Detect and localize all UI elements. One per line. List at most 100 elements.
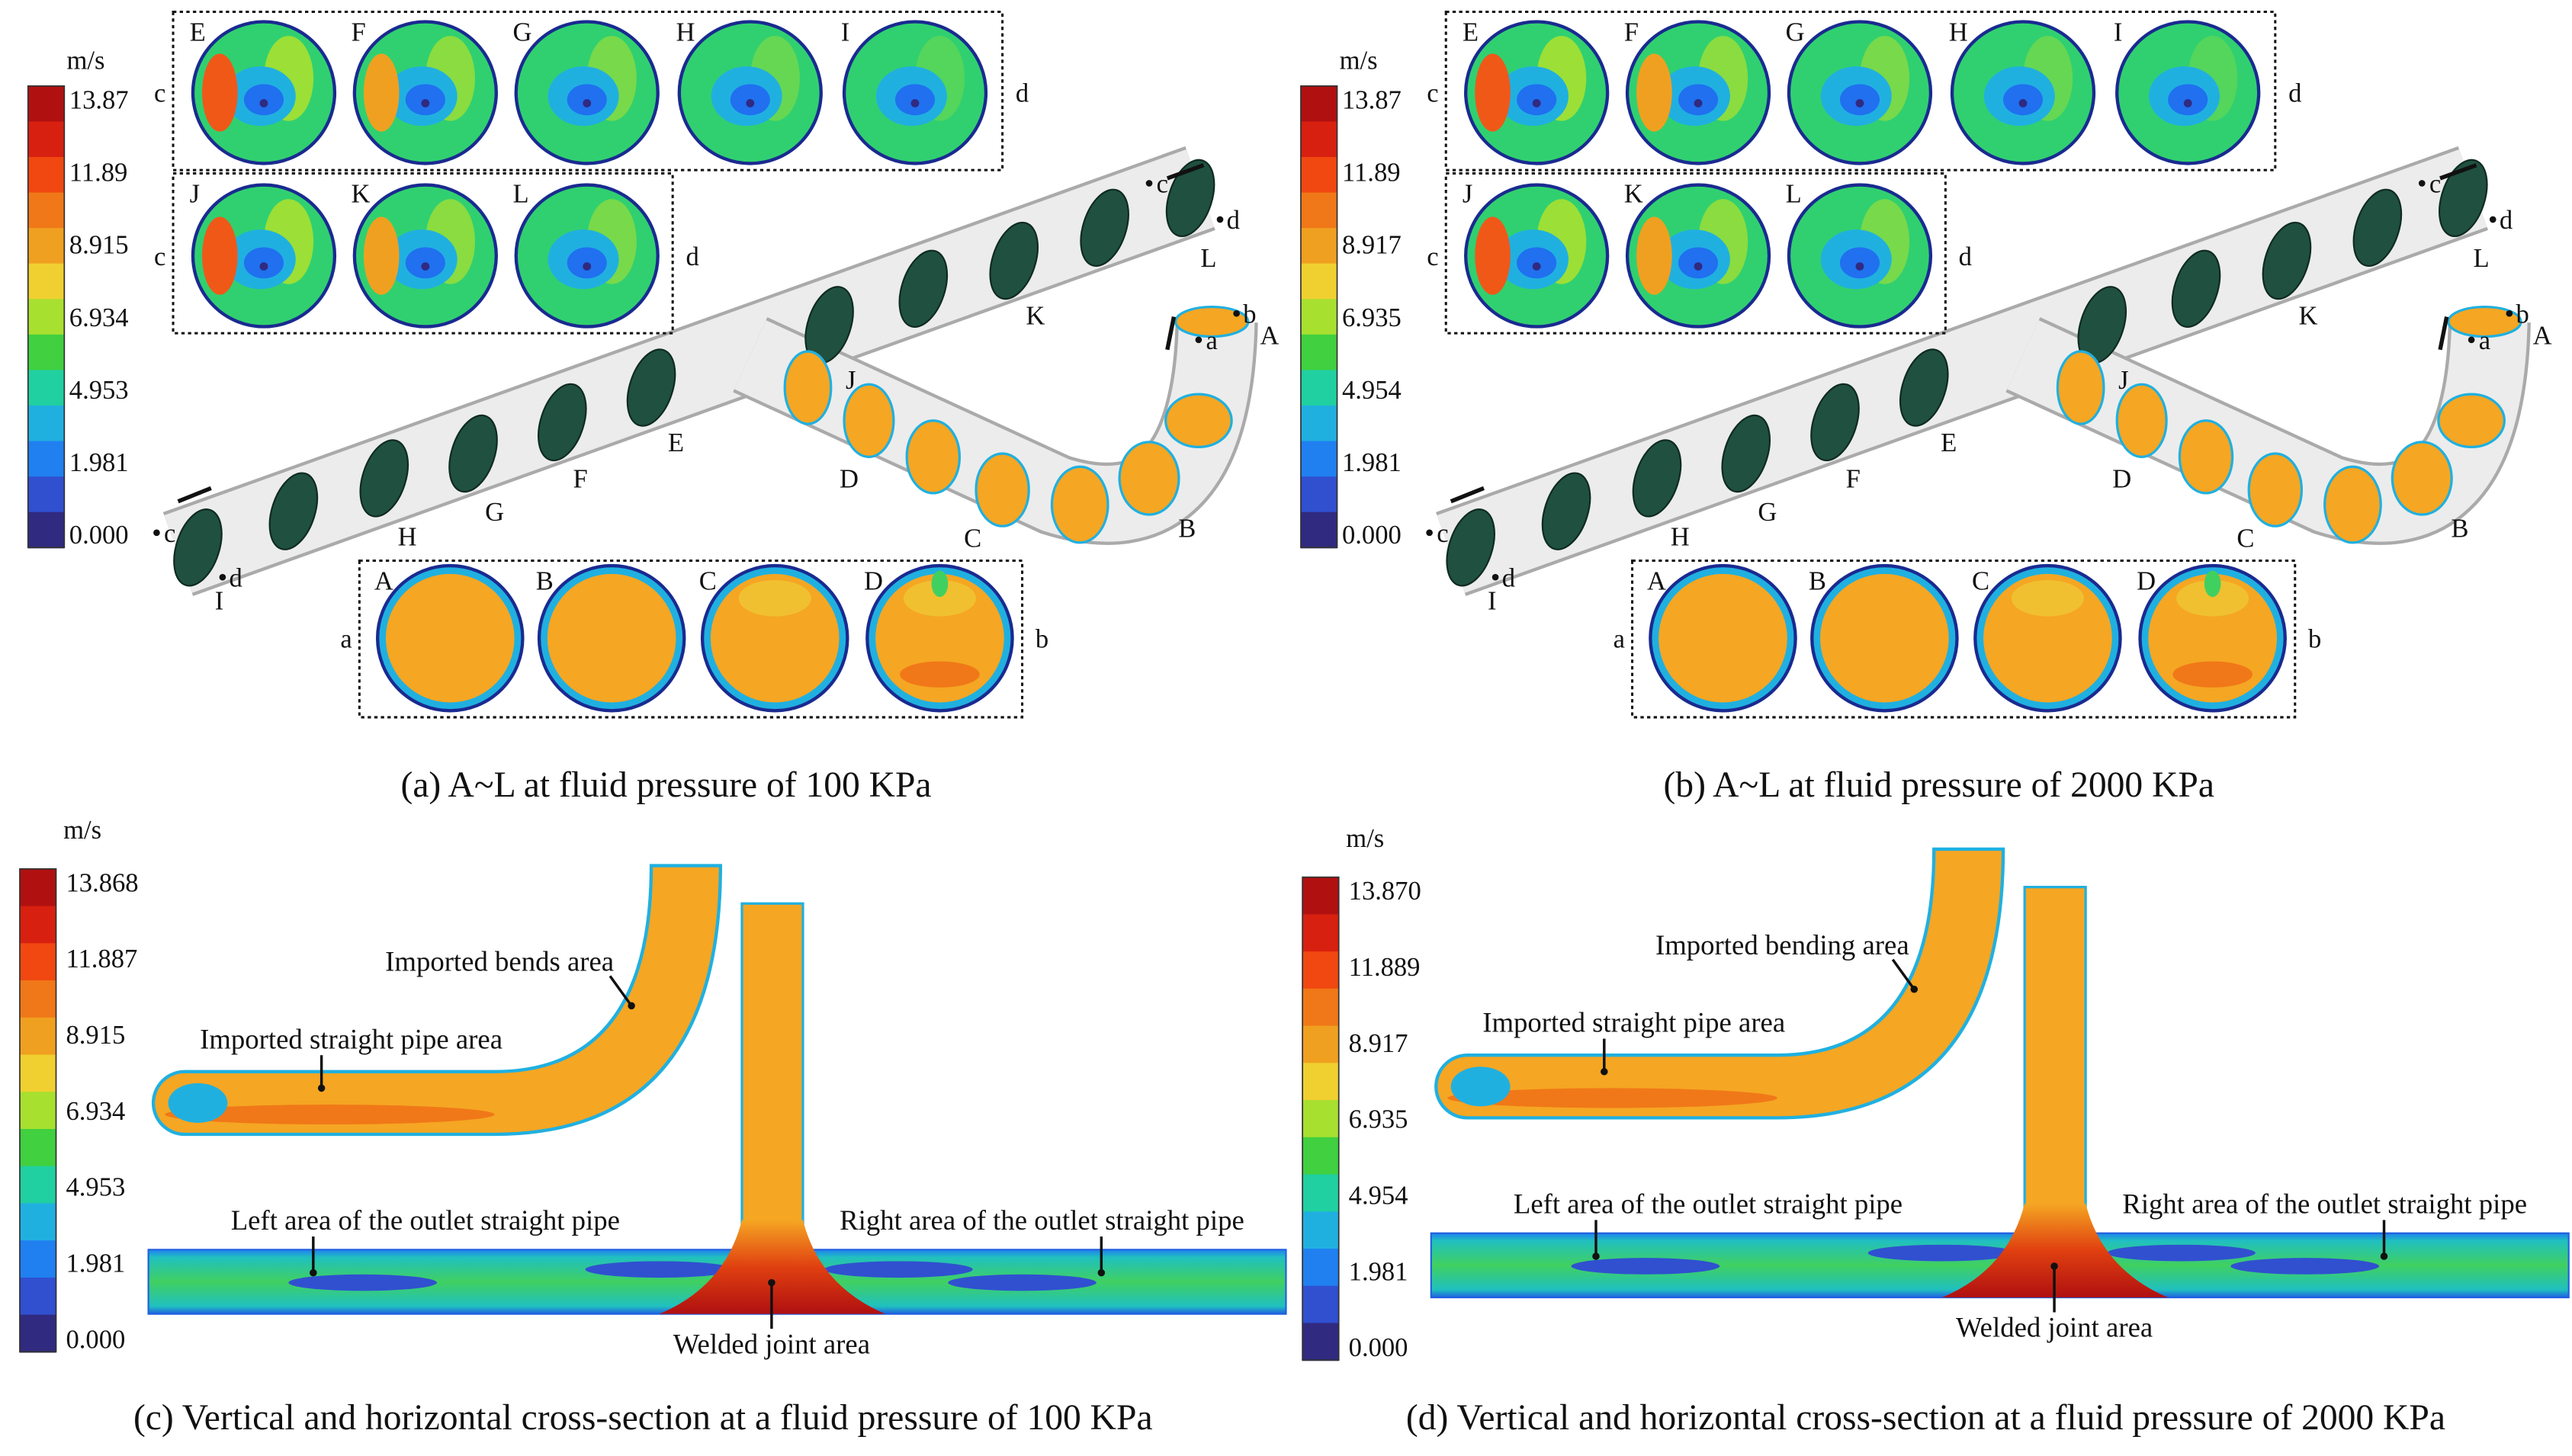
colorbar-label: 8.915: [66, 1021, 125, 1050]
colorbar-swatch: [1302, 914, 1339, 953]
branch-section: [843, 383, 895, 458]
colorbar-swatch: [1300, 334, 1337, 371]
point-dot: [1216, 216, 1224, 223]
section-eye: [746, 99, 755, 107]
colorbar-label: 4.954: [1349, 1182, 1408, 1211]
pipe-letter: L: [1200, 244, 1216, 273]
section-jet: [2172, 661, 2253, 688]
colorbar-label: 6.935: [1349, 1105, 1408, 1134]
colorbar-label: 4.953: [66, 1173, 125, 1202]
section-eye: [421, 262, 430, 271]
section-jet: [363, 216, 400, 295]
pipe-section: [268, 472, 319, 550]
pipe-section: [538, 383, 587, 462]
colorbar-label: 13.87: [69, 85, 129, 114]
colorbar-frame: [1302, 876, 1340, 1361]
colorbar-swatch: [27, 228, 65, 265]
colorbar-swatch: [1300, 405, 1337, 442]
annotation: Right area of the outlet straight pipe: [2122, 1188, 2527, 1220]
bend-inlet: [168, 1082, 228, 1123]
colorbar-swatch: [27, 370, 65, 407]
point-dot: [1492, 573, 1499, 581]
pipe-letter: K: [1026, 302, 1045, 331]
colorbar-swatch: [1302, 1211, 1339, 1250]
colorbar-label: 8.917: [1349, 1029, 1408, 1058]
colorbar-label: 0.000: [66, 1325, 125, 1354]
section-top: [2011, 580, 2084, 617]
colorbar-swatch: [1302, 1248, 1339, 1287]
pipe-section: [359, 439, 409, 518]
colorbar-swatch: [19, 868, 56, 907]
section-eye: [1855, 262, 1864, 271]
point-letter: b: [2516, 300, 2529, 329]
point-dot: [2489, 216, 2497, 223]
pipe-letter: H: [1671, 522, 1690, 551]
section-eye: [1694, 99, 1703, 107]
branch-section: [2437, 393, 2506, 448]
caption: (d) Vertical and horizontal cross-sectio…: [1406, 1398, 2445, 1438]
pipe-section: [448, 414, 498, 493]
section-top: [2176, 580, 2249, 617]
caption: (b) A~L at fluid pressure of 2000 KPa: [1663, 765, 2214, 805]
section-eye: [259, 99, 268, 107]
section-jet: [363, 53, 400, 132]
colorbar-swatch: [1300, 85, 1337, 123]
pipe-letter: B: [2451, 515, 2468, 544]
point-dot: [219, 573, 226, 581]
pipe-letter: L: [2474, 244, 2490, 273]
pipe-letter: K: [2299, 302, 2318, 331]
colorbar-label: 4.953: [69, 376, 129, 405]
annotation: Welded joint area: [1956, 1312, 2153, 1343]
colorbar-swatch: [1302, 1174, 1339, 1213]
colorbar-label: 1.981: [66, 1249, 125, 1278]
side-label: c: [154, 242, 165, 271]
branch-section: [1164, 393, 1233, 448]
side-label: b: [1036, 624, 1048, 653]
point-dot: [2506, 309, 2513, 317]
colorbar-swatch: [1302, 1025, 1339, 1064]
annotation-tip: [1097, 1268, 1106, 1277]
section-box: [172, 11, 1004, 172]
outlet-vortex: [288, 1274, 437, 1291]
outlet-vortex: [824, 1261, 973, 1278]
section-eye: [583, 262, 592, 271]
colorbar-swatch: [19, 1017, 56, 1056]
section-letter: E: [190, 18, 206, 47]
branch-section: [2115, 383, 2168, 458]
pipe-section: [1165, 159, 1215, 238]
vertical-pipe: [2023, 886, 2087, 1238]
pipe-section: [1080, 188, 1129, 267]
colorbar-swatch: [19, 1240, 56, 1279]
pipe-letter: B: [1178, 515, 1196, 544]
side-label: b: [2308, 624, 2321, 653]
colorbar-swatch: [19, 1166, 56, 1204]
point-letter: a: [1206, 326, 1218, 355]
point-letter: a: [2479, 326, 2490, 355]
side-label: a: [340, 624, 352, 653]
pipe-letter: G: [1758, 498, 1777, 527]
section-eye: [1532, 99, 1541, 107]
section-jet: [1636, 53, 1672, 132]
section-eye: [2183, 99, 2192, 107]
pipe-section: [2262, 221, 2312, 300]
bend-core: [1447, 1088, 1777, 1108]
branch-section: [2391, 441, 2453, 516]
section-letter: E: [1463, 18, 1479, 47]
pipe-letter: J: [2118, 366, 2128, 395]
colorbar-swatch: [19, 1128, 56, 1167]
section-letter: G: [1786, 18, 1805, 47]
outlet-vortex: [1867, 1244, 2017, 1262]
point-letter: b: [1243, 300, 1256, 329]
point-letter: c: [1437, 519, 1448, 548]
annotation: Left area of the outlet straight pipe: [231, 1204, 620, 1236]
colorbar-swatch: [1300, 512, 1337, 549]
colorbar-swatch: [1302, 951, 1339, 989]
pipe-section: [1810, 383, 1860, 462]
branch-section: [783, 350, 833, 425]
branch-section: [2323, 465, 2382, 544]
pipe-section: [173, 508, 223, 587]
section-letter: K: [352, 180, 371, 209]
pipe-letter: F: [1846, 465, 1861, 494]
colorbar-label: 4.954: [1342, 376, 1402, 405]
